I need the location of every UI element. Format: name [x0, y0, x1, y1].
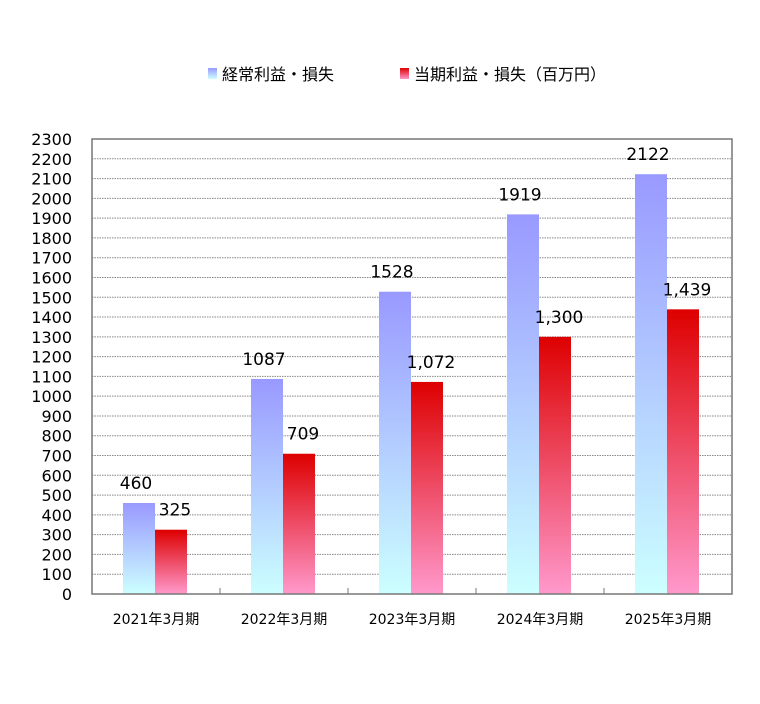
y-tick-label: 1800 — [31, 229, 72, 248]
y-tick-label: 2000 — [31, 189, 72, 208]
y-tick-label: 1400 — [31, 308, 72, 327]
x-tick-label: 2021年3月期 — [113, 612, 200, 628]
data-label: 1087 — [242, 350, 285, 370]
y-tick-label: 600 — [41, 466, 72, 485]
data-label: 1919 — [498, 185, 541, 205]
bar-ordinary-profit — [379, 291, 411, 594]
y-tick-label: 1200 — [31, 348, 72, 367]
y-tick-label: 500 — [41, 486, 72, 505]
y-tick-label: 700 — [41, 447, 72, 466]
y-tick-label: 0 — [62, 585, 72, 604]
data-label: 1,300 — [535, 308, 584, 328]
y-tick-label: 1500 — [31, 288, 72, 307]
data-label: 460 — [120, 474, 152, 494]
bar-net-profit — [411, 381, 443, 594]
data-label: 325 — [159, 501, 191, 521]
legend-swatch-net-profit — [400, 68, 409, 79]
y-tick-label: 1100 — [31, 367, 72, 386]
bar-net-profit — [667, 309, 699, 594]
bar-ordinary-profit — [251, 378, 283, 594]
bar-ordinary-profit — [635, 174, 667, 594]
y-tick-label: 2200 — [31, 150, 72, 169]
y-tick-label: 300 — [41, 526, 72, 545]
x-tick-label: 2025年3月期 — [625, 612, 712, 628]
bar-ordinary-profit — [507, 214, 539, 594]
y-tick-label: 2100 — [31, 170, 72, 189]
y-tick-label: 1600 — [31, 268, 72, 287]
data-label: 709 — [287, 425, 319, 445]
y-tick-label: 200 — [41, 545, 72, 564]
y-tick-label: 1700 — [31, 249, 72, 268]
y-tick-label: 2300 — [31, 130, 72, 149]
y-tick-label: 1300 — [31, 328, 72, 347]
plot-frame — [91, 138, 733, 595]
bar-net-profit — [539, 336, 571, 594]
y-tick-label: 100 — [41, 565, 72, 584]
data-label: 1,072 — [407, 353, 456, 373]
y-tick-label: 400 — [41, 506, 72, 525]
data-label: 1,439 — [663, 280, 712, 300]
bar-net-profit — [155, 529, 187, 594]
legend-label-ordinary-profit: 経常利益・損失 — [222, 65, 334, 84]
x-tick-label: 2023年3月期 — [369, 612, 456, 628]
bar-ordinary-profit — [123, 503, 155, 594]
y-tick-label: 1000 — [31, 387, 72, 406]
y-tick-label: 800 — [41, 427, 72, 446]
data-label: 2122 — [626, 145, 669, 165]
y-tick-label: 900 — [41, 407, 72, 426]
y-tick-label: 1900 — [31, 209, 72, 228]
legend: 経常利益・損失 当期利益・損失（百万円） — [208, 65, 606, 84]
x-tick-label: 2024年3月期 — [497, 612, 584, 628]
legend-label-net-profit: 当期利益・損失（百万円） — [414, 65, 606, 84]
bar-net-profit — [283, 453, 315, 594]
legend-swatch-ordinary-profit — [208, 68, 217, 79]
x-tick-label: 2022年3月期 — [241, 612, 328, 628]
data-label: 1528 — [370, 263, 413, 283]
